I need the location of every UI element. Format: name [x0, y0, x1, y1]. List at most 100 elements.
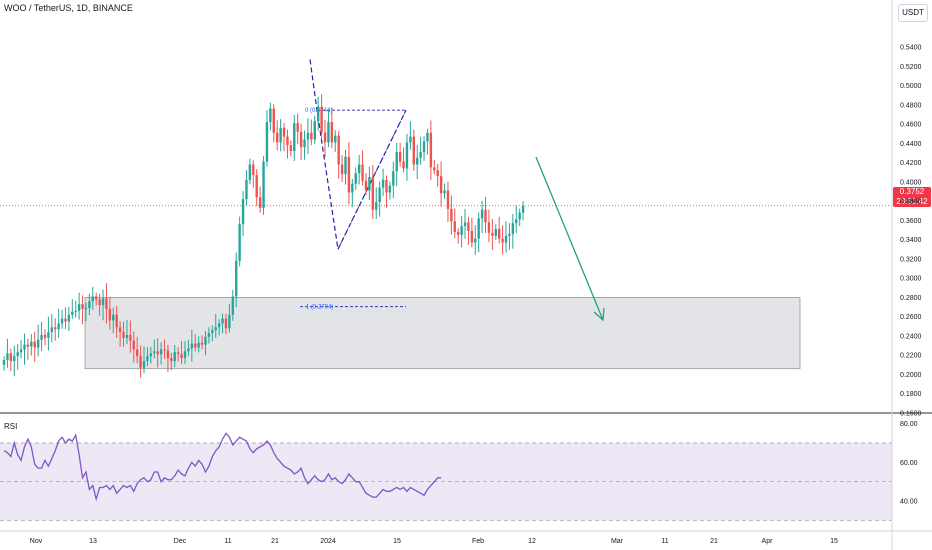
candle-body	[375, 202, 378, 210]
candle-body	[351, 183, 354, 193]
candle-body	[419, 151, 422, 158]
rsi-tick-label: 80.00	[900, 421, 918, 428]
price-tick-label: 0.4000	[900, 179, 922, 186]
candle-body	[323, 132, 327, 143]
candle-body	[320, 106, 323, 133]
last-price-tag: 0.3752 23:51:42	[893, 187, 931, 207]
candle-body	[443, 190, 446, 194]
candle-body	[81, 304, 84, 309]
candle-body	[477, 218, 480, 239]
candle-body	[122, 332, 125, 338]
candle-body	[357, 164, 361, 174]
price-tick-label: 0.5400	[900, 45, 922, 52]
price-tick-label: 0.1600	[900, 411, 922, 418]
time-tick-label: 2024	[320, 538, 336, 545]
price-tick-label: 0.3000	[900, 276, 922, 283]
currency-button[interactable]: USDT	[898, 4, 928, 22]
price-tick-label: 0.2000	[900, 372, 922, 379]
candle-body	[125, 334, 129, 338]
candle-body	[64, 318, 67, 322]
candle-body	[135, 349, 139, 357]
price-tick-label: 0.2600	[900, 314, 922, 321]
candle-body	[235, 260, 238, 297]
candle-body	[30, 341, 33, 347]
projection-arrow-line[interactable]	[535, 156, 604, 321]
candle-body	[166, 350, 170, 359]
rsi-label: RSI	[4, 422, 18, 431]
candle-body	[504, 235, 508, 243]
candle-body	[354, 173, 357, 184]
candle-body	[245, 179, 248, 200]
candle-body	[146, 356, 149, 361]
candle-body	[67, 314, 71, 322]
candle-body	[40, 334, 43, 340]
candle-body	[231, 296, 235, 315]
demand-zone-rect[interactable]	[84, 297, 801, 370]
candle-body	[142, 360, 146, 368]
candle-body	[371, 177, 375, 210]
candle-body	[497, 229, 501, 239]
pattern-path[interactable]	[309, 59, 407, 252]
price-tick-label: 0.4600	[900, 122, 922, 129]
candle-body	[258, 197, 262, 208]
candle-body	[241, 199, 245, 225]
time-tick-label: 15	[393, 538, 401, 545]
price-tick-label: 0.1800	[900, 391, 922, 398]
price-tick-label: 0.4400	[900, 141, 922, 148]
candle-body	[484, 209, 487, 223]
price-tick-label: 0.3800	[900, 199, 922, 206]
candle-body	[480, 209, 484, 219]
candle-body	[200, 342, 204, 345]
candle-body	[501, 238, 504, 243]
time-tick-label: 15	[830, 538, 838, 545]
chart-title: WOO / TetherUS, 1D, BINANCE	[4, 3, 133, 13]
candle-body	[139, 356, 142, 368]
last-price-value: 0.3752	[899, 187, 925, 196]
candle-body	[364, 180, 368, 191]
candle-body	[368, 177, 371, 191]
candle-body	[156, 351, 159, 355]
time-tick-label: Nov	[30, 538, 43, 545]
rsi-line[interactable]	[3, 432, 442, 502]
candle-body	[190, 343, 194, 349]
candle-body	[296, 123, 299, 132]
time-tick-label: 11	[224, 538, 231, 545]
rsi-tick-label: 40.00	[900, 499, 918, 506]
candle-body	[416, 157, 419, 165]
time-tick-label: Mar	[611, 538, 624, 545]
candle-body	[381, 179, 385, 188]
time-tick-label: 12	[528, 538, 536, 545]
candle-body	[238, 224, 241, 261]
candle-body	[183, 351, 187, 359]
candle-body	[395, 151, 398, 172]
rsi-tick-label: 60.00	[900, 460, 918, 467]
candle-body	[36, 339, 40, 348]
candle-body	[84, 308, 88, 310]
candle-body	[33, 341, 36, 348]
candle-body	[54, 327, 57, 330]
price-tick-label: 0.3600	[900, 218, 922, 225]
candle-body	[173, 352, 176, 361]
candle-body	[149, 353, 153, 357]
candle-body	[71, 311, 74, 315]
candle-body	[392, 171, 395, 186]
price-tick-label: 0.5000	[900, 83, 922, 90]
candle-body	[289, 145, 293, 152]
candle-body	[453, 221, 456, 232]
candle-body	[402, 161, 405, 169]
time-tick-label: 21	[271, 538, 279, 545]
candle-body	[518, 212, 521, 220]
candle-body	[306, 132, 310, 140]
time-tick-label: Dec	[174, 538, 187, 545]
time-tick-label: 11	[661, 538, 668, 545]
candle-body	[460, 226, 463, 235]
candle-body	[388, 185, 392, 193]
candle-body	[398, 151, 402, 162]
candle-body	[115, 314, 118, 328]
candle-body	[74, 310, 77, 312]
candle-body	[310, 132, 313, 140]
candle-body	[88, 301, 91, 309]
candle-body	[105, 298, 108, 309]
candle-body	[286, 136, 289, 146]
